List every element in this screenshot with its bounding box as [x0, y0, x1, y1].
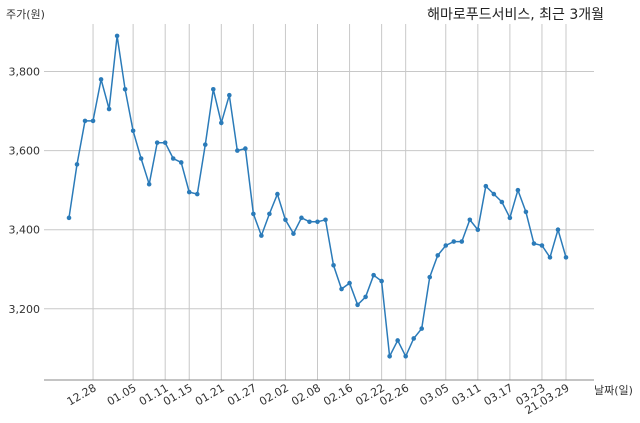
- data-point: [154, 140, 160, 145]
- data-point: [563, 255, 569, 260]
- x-tick-label: 02.16: [321, 381, 355, 408]
- data-point: [243, 146, 248, 151]
- chart-title: 해마로푸드서비스, 최근 3개월: [427, 7, 604, 23]
- data-point: [275, 191, 280, 197]
- data-point: [138, 156, 144, 161]
- data-point: [339, 286, 344, 292]
- data-point: [355, 302, 360, 308]
- data-point: [507, 215, 513, 221]
- y-axis-label: 주가(원): [6, 8, 45, 21]
- data-point: [210, 86, 216, 92]
- data-point: [178, 160, 184, 165]
- data-point: [162, 140, 168, 145]
- data-point: [194, 191, 200, 197]
- x-tick-label: 01.27: [225, 381, 259, 408]
- data-point: [435, 253, 441, 258]
- data-point: [379, 278, 384, 284]
- data-point: [307, 219, 312, 225]
- data-point: [235, 148, 240, 153]
- data-point: [283, 217, 288, 223]
- data-point: [331, 262, 336, 268]
- x-tick-label: 01.21: [193, 381, 227, 408]
- data-point: [555, 227, 561, 232]
- data-point: [259, 233, 264, 238]
- data-point: [299, 215, 304, 221]
- y-tick-label: 3,800: [9, 65, 41, 78]
- data-point: [483, 183, 489, 189]
- data-point: [515, 187, 521, 193]
- data-point: [315, 219, 320, 225]
- data-point: [74, 162, 80, 167]
- data-point: [146, 181, 152, 187]
- data-point: [227, 92, 232, 98]
- data-point: [547, 255, 553, 260]
- data-point: [323, 217, 328, 223]
- data-point: [451, 239, 457, 244]
- data-point: [459, 239, 465, 244]
- data-point: [387, 353, 392, 359]
- data-point: [347, 280, 352, 286]
- x-tick-label: 12.28: [65, 381, 99, 408]
- data-point: [66, 215, 72, 221]
- data-point: [114, 33, 120, 39]
- data-point: [98, 77, 104, 82]
- data-point: [267, 211, 272, 217]
- data-point: [467, 217, 473, 223]
- data-point: [170, 156, 176, 161]
- data-point: [202, 142, 208, 147]
- data-point: [219, 120, 224, 126]
- y-tick-label: 3,200: [9, 303, 41, 316]
- data-point: [475, 227, 481, 232]
- y-tick-label: 3,600: [9, 145, 41, 158]
- x-tick-label: 03.05: [417, 381, 451, 408]
- data-point: [539, 243, 545, 248]
- data-point: [403, 353, 408, 359]
- x-tick-label: 02.08: [289, 381, 323, 408]
- data-point: [186, 189, 192, 195]
- data-point: [122, 86, 128, 92]
- data-point: [363, 294, 368, 300]
- data-point: [395, 338, 400, 343]
- data-point: [251, 211, 256, 217]
- data-point: [291, 231, 296, 236]
- x-tick-label: 03.17: [482, 381, 516, 408]
- data-point: [531, 241, 537, 246]
- y-tick-label: 3,400: [9, 224, 41, 237]
- x-tick-label: 03.11: [450, 381, 484, 408]
- x-tick-label: 01.05: [105, 381, 139, 408]
- data-point: [491, 191, 497, 197]
- data-point: [443, 243, 449, 248]
- data-point: [411, 336, 416, 341]
- data-point: [523, 209, 529, 215]
- data-point: [130, 128, 136, 134]
- data-point: [499, 199, 505, 205]
- data-point: [106, 106, 112, 112]
- data-point: [427, 274, 433, 280]
- x-tick-label: 02.02: [257, 381, 291, 408]
- data-point: [82, 118, 88, 124]
- data-point: [371, 272, 376, 278]
- data-point: [419, 326, 425, 331]
- x-axis-label: 날짜(일): [594, 384, 633, 397]
- data-point: [90, 118, 96, 124]
